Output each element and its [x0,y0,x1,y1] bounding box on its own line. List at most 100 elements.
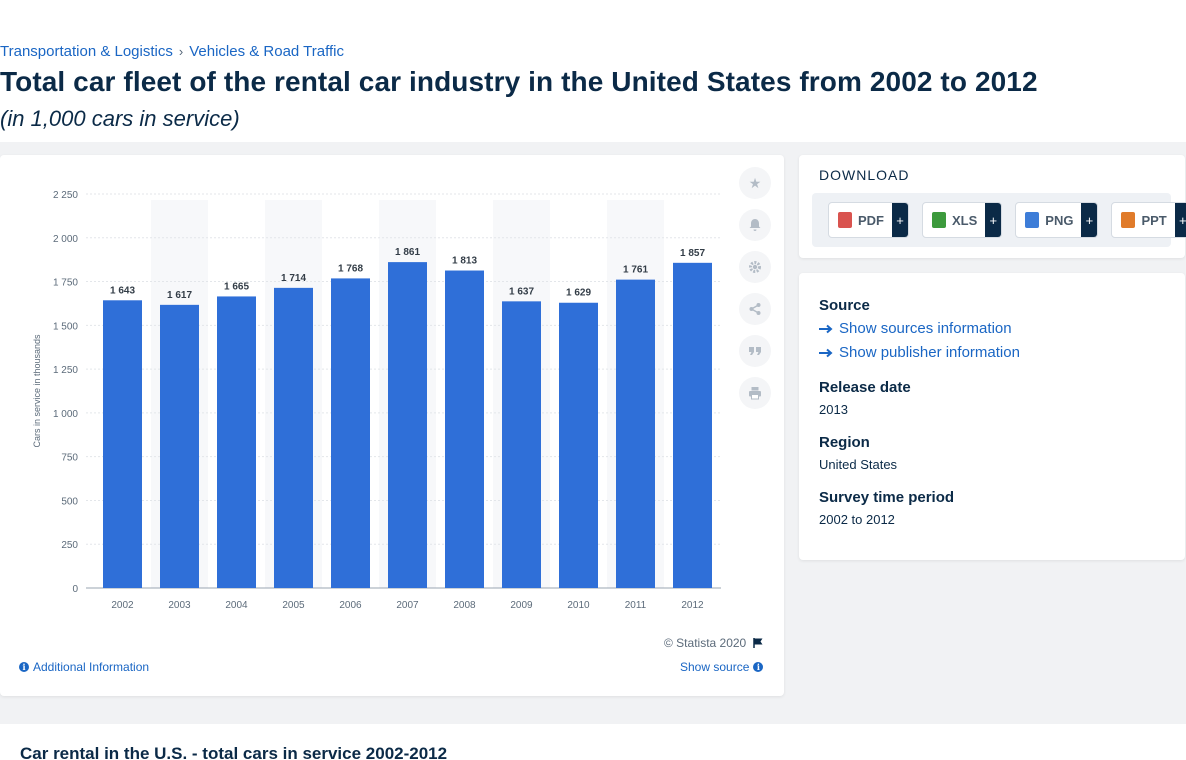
y-tick-label: 1 500 [53,321,78,332]
y-tick-label: 0 [72,584,78,595]
bar[interactable] [103,300,142,588]
gear-icon [749,261,761,273]
data-label: 1 665 [224,281,249,292]
copyright-text: © Statista 2020 [664,636,747,650]
download-ppt-plus[interactable]: + [1174,203,1186,237]
data-label: 1 813 [452,256,477,267]
pdf-file-icon [838,212,852,228]
download-png-plus[interactable]: + [1081,203,1098,237]
download-xls-button[interactable]: XLS + [922,202,1003,238]
region-heading: Region [819,434,870,451]
download-card: DOWNLOAD PDF + XLS + PNG + PPT + [799,155,1186,258]
survey-period-value: 2002 to 2012 [819,512,895,527]
x-tick-label: 2012 [681,600,704,611]
x-tick-label: 2006 [339,600,362,611]
data-label: 1 861 [395,247,420,258]
header-area [0,0,1186,142]
download-xls-label: XLS [952,212,978,228]
show-publisher-link[interactable]: Show publisher information [819,344,1020,361]
bar[interactable] [388,262,427,588]
breadcrumb-vehicles[interactable]: Vehicles & Road Traffic [189,43,345,60]
data-label: 1 637 [509,286,534,297]
source-heading: Source [819,297,870,314]
arrow-right-icon [819,348,833,357]
y-tick-label: 2 250 [53,190,78,201]
y-tick-label: 750 [61,453,78,464]
additional-information-link[interactable]: i Additional Information [19,660,149,674]
survey-period-heading: Survey time period [819,489,955,506]
show-sources-label: Show sources information [839,320,1012,337]
bell-icon [749,219,761,231]
description-card: Car rental in the U.S. - total cars in s… [0,724,1186,760]
y-tick-label: 250 [61,540,78,551]
breadcrumb-separator: › [178,44,184,59]
bar[interactable] [559,302,598,588]
chart-copyright: © Statista 2020 [664,636,764,650]
bar[interactable] [673,262,712,588]
x-tick-label: 2008 [453,600,476,611]
y-tick-label: 500 [61,496,78,507]
breadcrumb: Transportation & Logistics › Vehicles & … [0,43,344,60]
arrow-right-icon [819,324,833,333]
download-buttons: PDF + XLS + PNG + PPT + [812,193,1186,247]
settings-button[interactable] [739,251,771,283]
bar[interactable] [160,304,199,588]
region-value: United States [819,457,898,472]
star-icon: ★ [748,174,762,191]
download-title: DOWNLOAD [819,167,910,183]
y-axis-label: Cars in service in thousands [32,334,42,448]
xls-file-icon [932,212,946,228]
bar[interactable] [445,270,484,588]
additional-information-label: Additional Information [33,660,150,674]
bar[interactable] [616,279,655,588]
print-button[interactable] [739,377,771,409]
download-pdf-label: PDF [858,212,884,228]
png-file-icon [1025,212,1040,228]
info-icon: i [19,662,29,672]
notification-button[interactable] [739,209,771,241]
page-title: Total car fleet of the rental car indust… [0,66,1038,97]
y-tick-label: 1 250 [53,365,78,376]
info-icon: i [753,662,764,672]
data-label: 1 643 [110,285,135,296]
bar[interactable] [217,296,256,588]
x-tick-label: 2002 [111,600,134,611]
download-pdf-plus[interactable]: + [892,203,908,237]
download-png-button[interactable]: PNG + [1015,202,1099,238]
show-sources-link[interactable]: Show sources information [819,320,1012,337]
x-tick-label: 2005 [282,600,305,611]
cite-button[interactable] [739,335,771,367]
show-source-link[interactable]: Show source i [680,660,764,674]
download-ppt-button[interactable]: PPT + [1111,202,1186,238]
download-pdf-button[interactable]: PDF + [828,202,909,238]
ppt-file-icon [1121,212,1136,228]
description-title: Car rental in the U.S. - total cars in s… [20,744,448,760]
release-date-heading: Release date [819,379,911,396]
data-label: 1 857 [680,248,705,259]
x-tick-label: 2003 [168,600,191,611]
show-publisher-label: Show publisher information [839,344,1020,361]
x-tick-label: 2009 [510,600,533,611]
bar[interactable] [502,301,541,588]
data-label: 1 768 [338,263,363,274]
favorite-button[interactable]: ★ [739,167,771,199]
flag-icon[interactable] [752,637,764,649]
download-ppt-label: PPT [1141,212,1167,228]
release-date-value: 2013 [819,402,848,417]
bar[interactable] [331,278,370,588]
statistic-details: Source Show sources information Show pub… [799,273,1185,560]
share-icon [749,303,761,315]
x-tick-label: 2007 [396,600,419,611]
y-tick-label: 1 750 [53,278,78,289]
share-button[interactable] [739,293,771,325]
x-tick-label: 2004 [225,600,248,611]
bar[interactable] [274,287,313,588]
bar-chart: 0 250 500 750 1 000 1 250 1 500 1 750 2 000 2 250… [32,190,721,611]
x-tick-label: 2011 [625,600,647,611]
print-icon [749,387,761,400]
download-xls-plus[interactable]: + [985,203,1002,237]
data-label: 1 761 [623,265,648,276]
download-png-label: PNG [1045,212,1074,228]
page-subtitle: (in 1,000 cars in service) [0,106,240,131]
breadcrumb-transportation[interactable]: Transportation & Logistics [0,43,173,60]
